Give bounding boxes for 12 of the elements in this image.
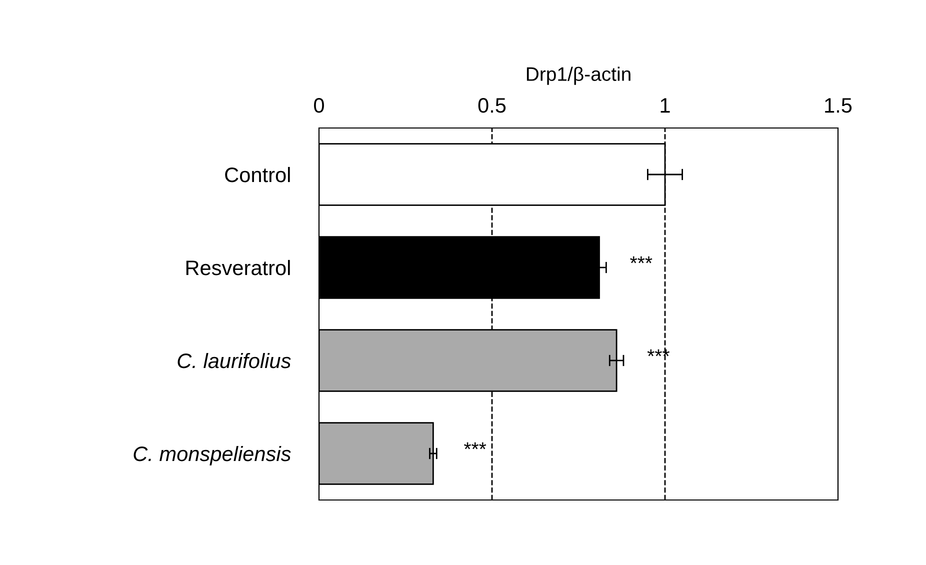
x-tick-label: 0 [314,98,324,113]
y-tick-label: Control [225,166,290,182]
annotation: *** [630,256,652,264]
annotation: *** [464,442,486,450]
y-tick-label: C. laurifolius [178,352,291,368]
x-tick-label: 0.5 [478,98,506,113]
annotation: *** [647,349,670,356]
y-tick-label: Resveratrol [186,260,290,276]
y-tick-label: C. monspeliensis [134,446,291,466]
x-tick-label: 1 [660,98,670,113]
x-tick-label: 1.5 [825,98,852,113]
x-axis-title: Drp1/β-actin [526,66,630,85]
